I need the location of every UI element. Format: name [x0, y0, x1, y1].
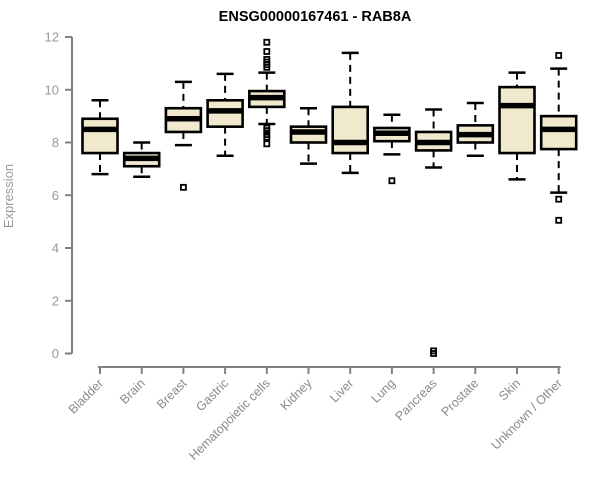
outlier-point — [263, 127, 271, 135]
outlier-point — [430, 350, 438, 357]
x-tick-label-pancreas: Pancreas — [392, 376, 439, 423]
y-tick-label-2: 2 — [52, 293, 59, 308]
box-prostate — [456, 101, 495, 157]
y-tick-label-0: 0 — [52, 346, 59, 361]
iqr-box — [331, 105, 370, 155]
outlier-point — [263, 133, 271, 141]
box-hematopoietic-cells — [248, 38, 286, 148]
outlier-point — [388, 177, 396, 185]
iqr-box — [539, 114, 578, 151]
box-lung — [373, 113, 411, 185]
x-tick-label-breast: Breast — [154, 376, 190, 412]
box-liver — [331, 51, 370, 175]
box-bladder — [81, 99, 119, 176]
outlier-point — [263, 140, 271, 148]
outlier-point — [263, 48, 271, 55]
box-pancreas — [414, 108, 453, 357]
box-gastric — [206, 72, 244, 157]
x-tick-label-gastric: Gastric — [193, 376, 231, 414]
outlier-point — [263, 38, 271, 46]
y-tick-label-6: 6 — [52, 188, 59, 203]
x-tick-label-unknown-other: Unknown / Other — [489, 376, 565, 452]
outlier-point — [263, 63, 271, 71]
iqr-box — [81, 117, 119, 155]
y-axis-label: Expression — [1, 164, 16, 228]
y-tick-label-12: 12 — [45, 30, 59, 45]
x-tick-label-brain: Brain — [117, 376, 148, 407]
outlier-point — [555, 195, 563, 203]
outlier-point — [555, 216, 563, 224]
outlier-point — [555, 52, 563, 59]
box-skin — [498, 71, 536, 181]
y-tick-label-10: 10 — [45, 82, 59, 97]
iqr-box — [498, 85, 536, 155]
x-tick-label-kidney: Kidney — [278, 376, 315, 413]
x-tick-label-skin: Skin — [496, 376, 523, 403]
box-kidney — [289, 106, 328, 165]
plot-area: 0 2 4 6 8 10 12 Bladder Brain Breast GastricHemato… — [45, 30, 578, 463]
x-tick-label-liver: Liver — [327, 376, 356, 405]
box-brain — [122, 141, 161, 179]
outlier-point — [179, 183, 187, 191]
x-tick-label-prostate: Prostate — [439, 376, 482, 419]
chart-title: ENSG00000167461 - RAB8A — [219, 9, 412, 25]
y-tick-label-8: 8 — [52, 135, 59, 150]
x-tick-label-hematopoietic-cells: Hematopoietic cells — [186, 376, 273, 463]
x-tick-label-lung: Lung — [368, 376, 398, 406]
x-tick-label-bladder: Bladder — [66, 376, 106, 416]
y-tick-label-4: 4 — [52, 241, 59, 256]
box-unknown-other — [539, 52, 578, 224]
box-breast — [164, 80, 203, 191]
